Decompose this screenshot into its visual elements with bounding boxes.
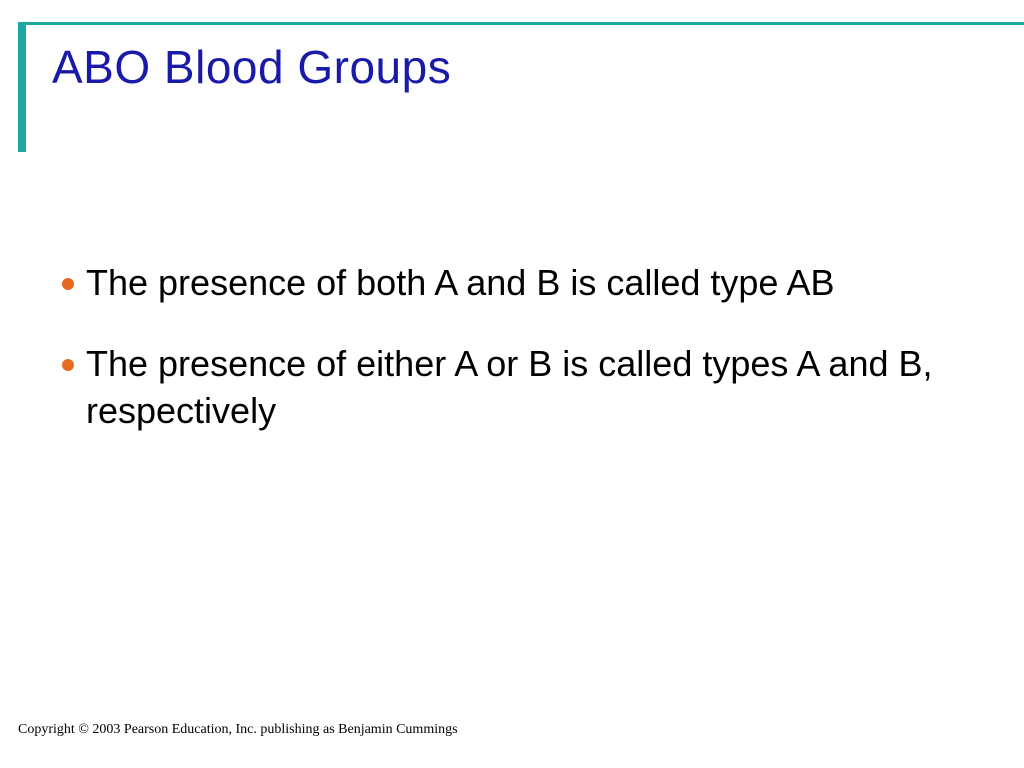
slide-body: The presence of both A and B is called t… xyxy=(62,260,964,468)
top-accent-rule xyxy=(18,22,1024,25)
bullet-item: The presence of both A and B is called t… xyxy=(62,260,964,307)
copyright-line: Copyright © 2003 Pearson Education, Inc.… xyxy=(18,722,458,738)
bullet-text: The presence of either A or B is called … xyxy=(86,341,964,435)
bullet-dot-icon xyxy=(62,359,74,371)
bullet-dot-icon xyxy=(62,278,74,290)
bullet-item: The presence of either A or B is called … xyxy=(62,341,964,435)
slide-title: ABO Blood Groups xyxy=(52,40,451,94)
bullet-text: The presence of both A and B is called t… xyxy=(86,260,835,307)
side-accent-rule xyxy=(18,22,26,152)
